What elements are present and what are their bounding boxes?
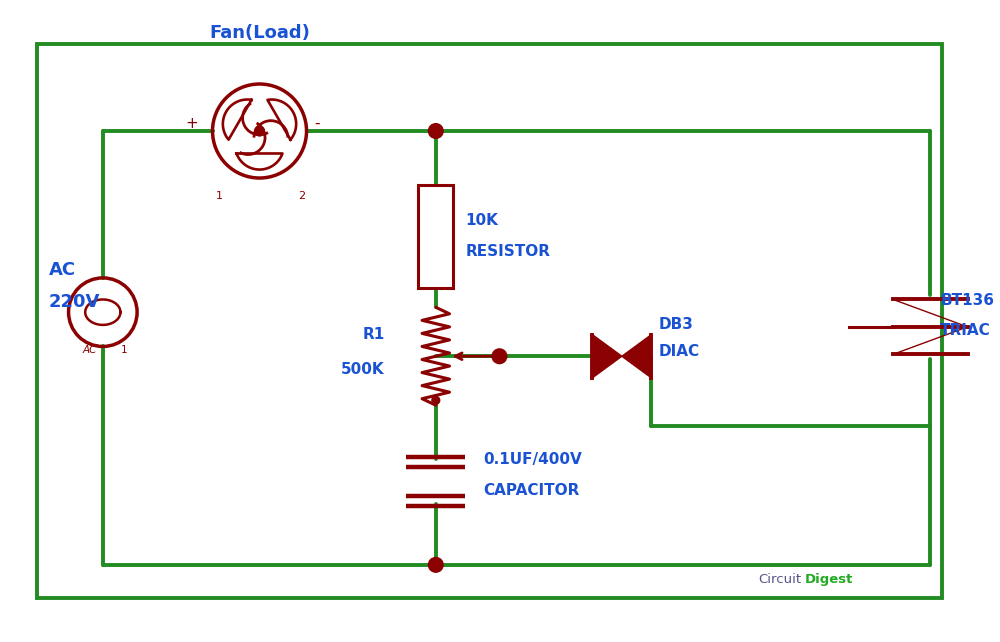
Polygon shape — [592, 334, 622, 377]
Text: AC: AC — [49, 261, 76, 279]
Text: TRIAC: TRIAC — [940, 323, 991, 338]
Text: 2: 2 — [298, 191, 305, 201]
Text: 1: 1 — [216, 191, 223, 201]
Circle shape — [255, 126, 264, 136]
Circle shape — [432, 396, 440, 404]
Text: BT136: BT136 — [940, 293, 994, 308]
Text: DIAC: DIAC — [659, 344, 700, 360]
Text: 220V: 220V — [49, 293, 100, 311]
Text: Circuit: Circuit — [758, 573, 801, 586]
Text: CAPACITOR: CAPACITOR — [483, 483, 579, 498]
Text: 500K: 500K — [341, 362, 385, 377]
Polygon shape — [622, 334, 651, 377]
Bar — [37, 44, 942, 598]
Text: Fan(Load): Fan(Load) — [209, 24, 310, 42]
Circle shape — [428, 557, 443, 572]
Text: -: - — [314, 116, 320, 131]
Circle shape — [492, 349, 507, 363]
Text: 0.1UF/400V: 0.1UF/400V — [483, 452, 582, 467]
Text: 10K: 10K — [465, 213, 498, 227]
Text: RESISTOR: RESISTOR — [465, 244, 550, 259]
Text: 1: 1 — [120, 345, 127, 355]
Bar — [418, 185, 453, 288]
Text: AC: AC — [83, 345, 97, 355]
Polygon shape — [893, 327, 968, 354]
Text: DB3: DB3 — [659, 317, 694, 332]
Polygon shape — [893, 299, 968, 327]
Text: R1: R1 — [363, 327, 385, 342]
Circle shape — [428, 124, 443, 139]
Text: Digest: Digest — [805, 573, 853, 586]
Text: +: + — [185, 116, 198, 131]
